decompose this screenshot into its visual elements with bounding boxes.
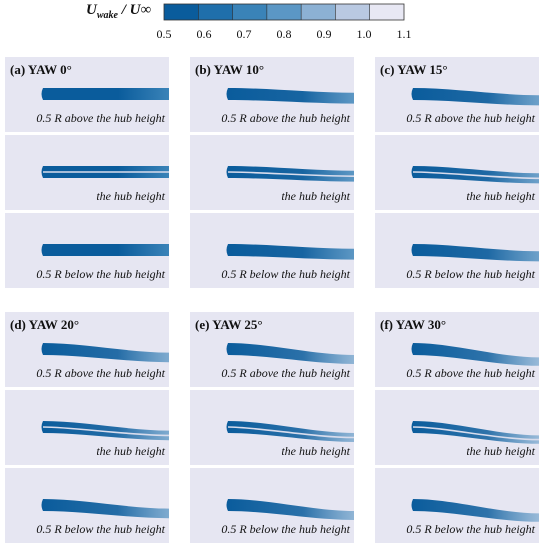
panel-title: (a) YAW 0° bbox=[10, 62, 72, 77]
panel-caption: 0.5 R below the hub height bbox=[36, 522, 165, 536]
wake-contour-plot bbox=[41, 343, 169, 363]
wake-contour-plot bbox=[41, 421, 169, 441]
wake-contour-panel: 0.5 R below the hub height bbox=[190, 468, 354, 543]
panel-caption: the hub height bbox=[96, 444, 165, 458]
colorbar-segment bbox=[164, 4, 199, 20]
colorbar-segment bbox=[198, 4, 233, 20]
wake-contour-plot bbox=[226, 88, 354, 104]
hub-wake-core bbox=[42, 426, 169, 437]
wake-contour-panel: (f) YAW 30° 0.5 R above the hub height bbox=[375, 312, 539, 387]
wake-region bbox=[41, 244, 169, 256]
wake-contour-plot bbox=[411, 166, 539, 184]
colorbar-tick-label: 0.7 bbox=[237, 27, 252, 41]
wake-contour-plot bbox=[411, 88, 539, 106]
panel-caption: 0.5 R below the hub height bbox=[406, 522, 535, 536]
wake-contour-plot bbox=[226, 343, 354, 364]
wake-contour-plot bbox=[41, 499, 169, 519]
panel-caption: 0.5 R below the hub height bbox=[36, 267, 165, 281]
colorbar-tick-label: 0.5 bbox=[157, 27, 172, 41]
wake-contour-plot bbox=[41, 244, 169, 256]
colorbar-tick-label: 1.1 bbox=[397, 27, 412, 41]
panel-title: (d) YAW 20° bbox=[10, 317, 80, 332]
wake-contour-panel: (b) YAW 10° 0.5 R above the hub height bbox=[190, 57, 354, 132]
panel-caption: 0.5 R above the hub height bbox=[36, 111, 165, 125]
wake-region bbox=[226, 244, 354, 260]
wake-region bbox=[226, 421, 354, 442]
wake-contour-plot bbox=[41, 88, 169, 100]
wake-contour-panel: 0.5 R below the hub height bbox=[375, 213, 539, 288]
wake-contour-plot bbox=[226, 421, 354, 442]
colorbar-segment bbox=[301, 4, 336, 20]
panel-caption: the hub height bbox=[281, 444, 350, 458]
wake-contour-panel: (a) YAW 0° 0.5 R above the hub height bbox=[5, 57, 169, 132]
wake-contour-plot bbox=[41, 166, 169, 178]
hub-wake-core bbox=[412, 171, 539, 180]
panel-caption: the hub height bbox=[466, 189, 535, 203]
wake-contour-panel: the hub height bbox=[375, 135, 539, 210]
wake-region bbox=[411, 88, 539, 106]
wake-contour-panel: the hub height bbox=[190, 135, 354, 210]
panel-caption: 0.5 R above the hub height bbox=[221, 111, 350, 125]
wake-contour-panel: the hub height bbox=[5, 390, 169, 465]
wake-region bbox=[411, 499, 539, 522]
hub-wake-core bbox=[227, 171, 354, 177]
wake-contour-plot bbox=[411, 343, 539, 366]
colorbar-tick-label: 0.8 bbox=[277, 27, 292, 41]
wake-contour-panel: 0.5 R below the hub height bbox=[375, 468, 539, 543]
wake-region bbox=[411, 421, 539, 444]
wake-contour-plot bbox=[226, 499, 354, 520]
panel-caption: 0.5 R below the hub height bbox=[221, 522, 350, 536]
panel-caption: the hub height bbox=[466, 444, 535, 458]
panel-caption: 0.5 R below the hub height bbox=[406, 267, 535, 281]
panel-title: (c) YAW 15° bbox=[380, 62, 448, 77]
panel-caption: the hub height bbox=[281, 189, 350, 203]
wake-contour-panel: the hub height bbox=[190, 390, 354, 465]
colorbar-tick-label: 0.6 bbox=[197, 27, 212, 41]
panel-caption: 0.5 R above the hub height bbox=[406, 366, 535, 380]
wake-contour-plot bbox=[226, 244, 354, 260]
wake-contour-panel: 0.5 R below the hub height bbox=[5, 213, 169, 288]
wake-contour-panel: (d) YAW 20° 0.5 R above the hub height bbox=[5, 312, 169, 387]
panel-caption: 0.5 R above the hub height bbox=[36, 366, 165, 380]
colorbar-segment bbox=[335, 4, 370, 20]
colorbar-segment bbox=[266, 4, 302, 20]
wake-contour-panel: 0.5 R below the hub height bbox=[5, 468, 169, 543]
colorbar: 0.5 0.6 0.7 0.8 0.9 1.0 1.1 bbox=[157, 3, 412, 41]
panel-caption: 0.5 R above the hub height bbox=[406, 111, 535, 125]
wake-region bbox=[411, 343, 539, 366]
wake-region bbox=[226, 499, 354, 520]
wake-contour-panel: (c) YAW 15° 0.5 R above the hub height bbox=[375, 57, 539, 132]
colorbar-segment bbox=[369, 4, 404, 20]
wake-region bbox=[411, 244, 539, 262]
hub-wake-core bbox=[412, 426, 539, 441]
panel-title: (b) YAW 10° bbox=[195, 62, 265, 77]
wake-region bbox=[41, 343, 169, 363]
panel-title: (e) YAW 25° bbox=[195, 317, 263, 332]
panel-caption: the hub height bbox=[96, 189, 165, 203]
hub-wake-core bbox=[227, 426, 354, 439]
wake-region bbox=[226, 343, 354, 364]
wake-region bbox=[226, 88, 354, 104]
wake-region bbox=[41, 421, 169, 441]
panel-title: (f) YAW 30° bbox=[380, 317, 447, 332]
colorbar-segment bbox=[232, 4, 267, 20]
panel-caption: 0.5 R below the hub height bbox=[221, 267, 350, 281]
colorbar-frame bbox=[163, 3, 405, 21]
wake-contour-panel: the hub height bbox=[5, 135, 169, 210]
colorbar-tick-label: 1.0 bbox=[357, 27, 372, 41]
wake-contour-plot bbox=[226, 166, 354, 182]
panel-caption: 0.5 R above the hub height bbox=[221, 366, 350, 380]
wake-region bbox=[41, 499, 169, 519]
wake-contour-panel: (e) YAW 25° 0.5 R above the hub height bbox=[190, 312, 354, 387]
colorbar-label: Uwake / U∞ bbox=[86, 2, 152, 21]
wake-contour-panel: the hub height bbox=[375, 390, 539, 465]
wake-contour-panel: 0.5 R below the hub height bbox=[190, 213, 354, 288]
colorbar-tick-label: 0.9 bbox=[317, 27, 332, 41]
wake-contour-plot bbox=[411, 499, 539, 522]
wake-contour-plot bbox=[411, 421, 539, 444]
wake-contour-plot bbox=[411, 244, 539, 262]
wake-region bbox=[41, 88, 169, 100]
